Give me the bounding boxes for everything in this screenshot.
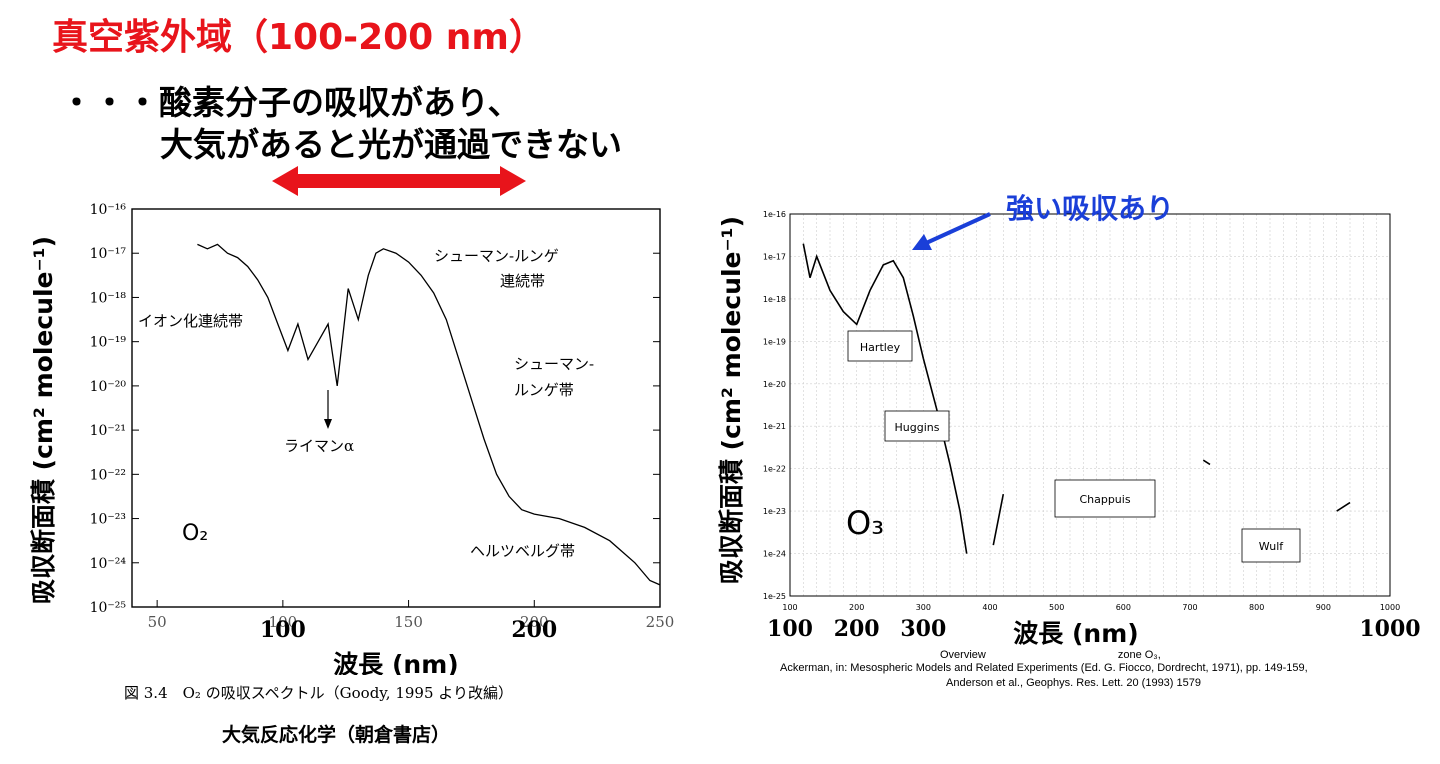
o3-source-line-3: Anderson et al., Geophys. Res. Lett. 20 … <box>946 677 1201 689</box>
o3-y-tick-label: 1e-20 <box>763 380 786 389</box>
o3-y-tick-label: 1e-16 <box>763 210 786 219</box>
o3-x-tick-label: 300 <box>916 603 931 612</box>
sr-continuum-label-1: シューマン-ルンゲ <box>434 247 559 265</box>
o3-source-line-1: Overview zone O₃, <box>940 649 1161 661</box>
o3-x-tick-label: 400 <box>982 603 997 612</box>
o2-x-tick-label: 250 <box>646 613 675 631</box>
svg-text:Huggins: Huggins <box>895 421 940 434</box>
o3-x-tick-label: 700 <box>1182 603 1197 612</box>
o3-absorption-chart: 1e-16 1e-17 1e-18 1e-19 1e-20 1e-21 1e-22 1e-23… <box>717 192 1421 648</box>
o2-x-axis-label: 波長 (nm) <box>333 650 458 675</box>
o3-molecule-label: O₃ <box>846 504 884 542</box>
wulf-box: Wulf <box>1241 528 1301 563</box>
o3-x-tick-label: 200 <box>849 603 864 612</box>
o3-x-tick-label: 800 <box>1249 603 1264 612</box>
svg-text:Hartley: Hartley <box>860 341 901 354</box>
o2-figure-caption: 図 3.4 O₂ の吸収スペクトル（Goody, 1995 より改編） <box>124 684 513 702</box>
o3-source-line-2: Ackerman, in: Mesospheric Models and Rel… <box>780 662 1308 674</box>
o2-plot-frame <box>131 208 661 608</box>
o3-y-tick-label: 1e-19 <box>763 337 786 346</box>
o2-y-tick-label: 10⁻¹⁶ <box>90 202 127 218</box>
bullet-line-1: ・・・酸素分子の吸収があり、 <box>60 83 521 122</box>
o3-x-overlay-label: 300 <box>900 616 946 642</box>
o2-source-book: 大気反応化学（朝倉書店） <box>222 724 451 746</box>
o2-y-tick-label: 10⁻²⁰ <box>90 379 127 395</box>
o2-y-tick-label: 10⁻²³ <box>90 512 126 528</box>
o2-y-tick-label: 10⁻²¹ <box>90 423 126 439</box>
o2-y-tick-label: 10⁻¹⁸ <box>90 290 127 306</box>
o2-x-tick-label: 50 <box>148 613 167 631</box>
o3-x-overlay-label: 100 <box>767 616 813 642</box>
o3-y-tick-label: 1e-21 <box>763 422 786 431</box>
o2-y-axis-label: 吸収断面積 (cm² molecule⁻¹) <box>29 236 58 604</box>
lyman-label: ライマンα <box>284 437 354 455</box>
o3-y-tick-label: 1e-23 <box>763 507 786 516</box>
o3-y-tick-label: 1e-25 <box>763 592 786 601</box>
o2-y-tick-label: 10⁻²² <box>90 467 126 483</box>
bullet-line-2: 大気があると光が通過できない <box>160 125 622 164</box>
sr-continuum-label-2: 連続帯 <box>500 272 545 290</box>
o3-x-axis-label: 波長 (nm) <box>1013 619 1138 648</box>
o3-x-overlay-label: 200 <box>834 616 880 642</box>
o3-y-tick-label: 1e-17 <box>763 252 786 261</box>
o2-y-tick-label: 10⁻²⁵ <box>90 600 127 616</box>
o2-absorption-chart: 10⁻¹⁶ 10⁻¹⁷ 10⁻¹⁸ 10⁻¹⁹ 10⁻²⁰ 10⁻²¹ 10⁻²² 10⁻²³… <box>29 202 675 675</box>
o2-x-tick-label: 200 <box>520 613 549 631</box>
o3-x-tick-label: 600 <box>1116 603 1131 612</box>
o2-y-tick-label: 10⁻²⁴ <box>90 556 127 572</box>
range-double-arrow <box>272 166 526 196</box>
o2-spectrum-line <box>197 243 661 586</box>
huggins-box: Huggins <box>884 410 950 442</box>
sr-band-label-2: ルンゲ帯 <box>514 381 574 399</box>
chappuis-box: Chappuis <box>1054 479 1156 518</box>
strong-absorption-label: 強い吸収あり <box>1006 192 1174 225</box>
o2-y-tick-label: 10⁻¹⁹ <box>90 335 127 351</box>
o2-x-overlay-label: 100 <box>260 617 306 643</box>
o3-x-tick-label: 1000 <box>1380 603 1400 612</box>
strong-absorption-arrowhead <box>912 234 932 250</box>
svg-text:Wulf: Wulf <box>1259 540 1285 553</box>
svg-text:Chappuis: Chappuis <box>1079 493 1130 506</box>
o3-y-tick-label: 1e-22 <box>763 465 786 474</box>
o3-x-tick-label: 900 <box>1316 603 1331 612</box>
strong-absorption-arrow <box>923 212 991 246</box>
o3-x-tick-label: 500 <box>1049 603 1064 612</box>
herzberg-label: ヘルツベルグ帯 <box>470 542 575 560</box>
o3-x-overlay-label: 1000 <box>1359 616 1420 642</box>
o3-plot-frame <box>789 213 1391 597</box>
o3-y-axis-label: 吸収断面積 (cm² molecule⁻¹) <box>717 216 746 584</box>
o3-y-tick-label: 1e-24 <box>763 550 786 559</box>
o3-spectrum-line <box>802 243 1351 554</box>
hartley-box: Hartley <box>847 330 913 362</box>
o2-x-tick-label: 100 <box>269 613 298 631</box>
lyman-arrowhead <box>324 419 332 429</box>
o2-x-overlay-label: 200 <box>511 617 557 643</box>
o2-x-tick-label: 150 <box>394 613 423 631</box>
page-title: 真空紫外域（100-200 nm） <box>52 17 545 58</box>
o3-x-tick-label: 100 <box>782 603 797 612</box>
o2-y-tick-label: 10⁻¹⁷ <box>90 246 127 262</box>
ion-band-label: イオン化連続帯 <box>138 312 243 330</box>
sr-band-label-1: シューマン- <box>514 355 594 373</box>
o3-y-tick-label: 1e-18 <box>763 295 786 304</box>
o2-molecule-label: O₂ <box>182 521 208 546</box>
